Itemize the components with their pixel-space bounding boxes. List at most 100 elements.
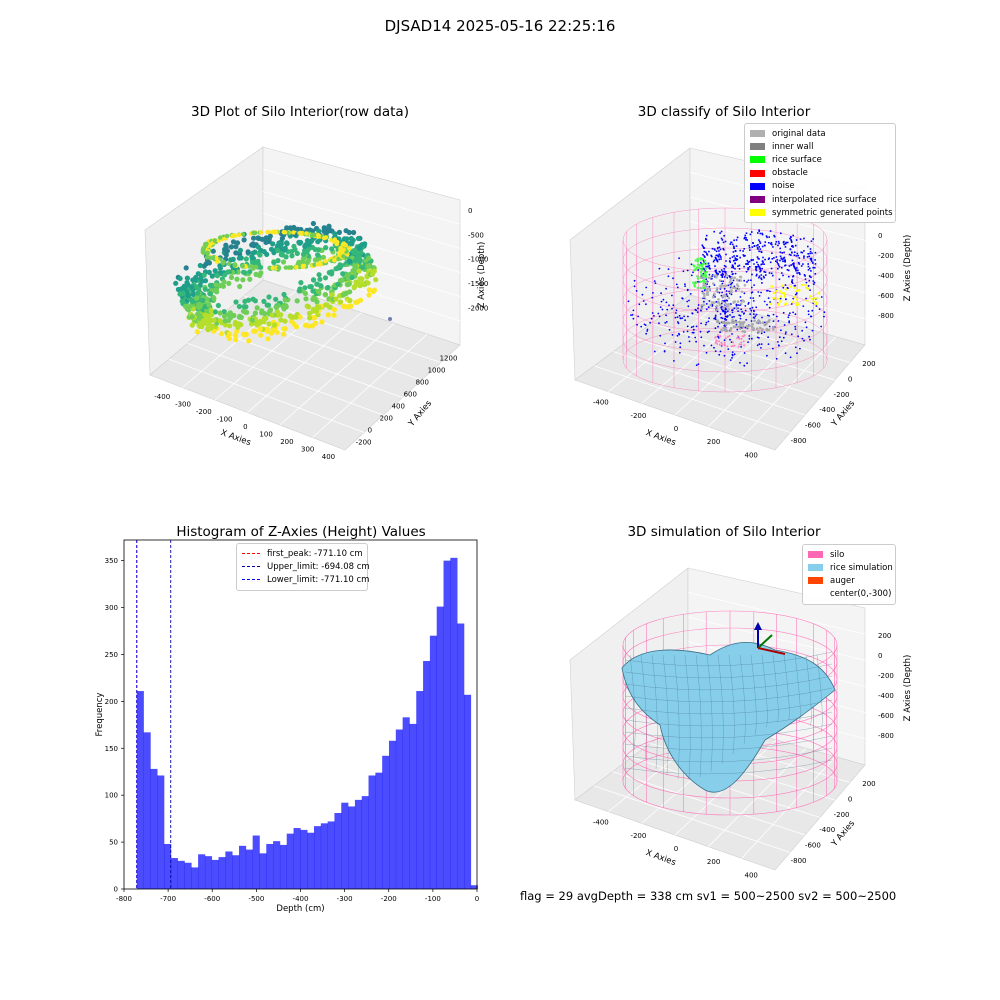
- noise-point: [754, 315, 757, 317]
- noise-point: [705, 303, 708, 305]
- inner-wall-point: [727, 321, 731, 325]
- raw-point: [359, 276, 365, 282]
- noise-point: [664, 342, 666, 345]
- original-point: [722, 306, 725, 309]
- raw-point: [373, 277, 379, 283]
- raw-point: [329, 269, 335, 275]
- noise-point: [714, 249, 716, 251]
- noise-point: [633, 279, 636, 282]
- noise-point: [770, 243, 772, 245]
- silo-point: [726, 335, 729, 338]
- raw-point: [305, 323, 312, 329]
- noise-point: [764, 241, 767, 243]
- mesh-line: [624, 699, 833, 715]
- noise-point: [714, 314, 717, 317]
- noise-point: [686, 289, 689, 292]
- y-axis-label: Frequency: [95, 693, 105, 737]
- noise-point: [789, 248, 792, 251]
- raw-point: [258, 332, 264, 338]
- noise-point: [682, 331, 685, 333]
- rice-surface-point: [703, 259, 707, 262]
- symmetric-point: [796, 298, 799, 301]
- mesh-line: [706, 654, 713, 772]
- noise-point: [789, 312, 791, 314]
- silo-point: [740, 343, 743, 346]
- inner-wall-point: [761, 328, 764, 331]
- raw-point: [304, 303, 310, 309]
- noise-point: [786, 241, 789, 244]
- grid-line: [262, 190, 461, 249]
- raw-point: [256, 235, 262, 241]
- noise-point: [773, 257, 775, 259]
- noise-point: [760, 263, 762, 266]
- noise-point: [798, 257, 801, 259]
- inner-wall-point: [755, 321, 759, 324]
- x-tick-label: 200: [707, 858, 720, 866]
- noise-point: [700, 322, 702, 325]
- noise-point: [703, 267, 705, 270]
- inner-wall-point: [738, 320, 741, 324]
- inner-wall-point: [765, 327, 769, 331]
- noise-point: [753, 263, 755, 265]
- noise-point: [682, 270, 685, 273]
- noise-point: [772, 320, 775, 322]
- raw-point: [318, 283, 324, 289]
- rice-surface-point: [692, 281, 695, 284]
- noise-point: [711, 277, 713, 280]
- inner-wall-point: [731, 318, 734, 322]
- y-tick-label: 200: [105, 698, 118, 706]
- noise-point: [732, 267, 735, 269]
- noise-point: [810, 258, 813, 261]
- noise-point: [790, 241, 793, 243]
- auger-z-arrow: [754, 622, 762, 630]
- x-tick-label: -200: [196, 408, 212, 416]
- raw-point: [200, 318, 207, 324]
- noise-point: [790, 254, 792, 256]
- noise-point: [747, 267, 749, 269]
- raw-point: [276, 265, 282, 271]
- noise-point: [813, 281, 816, 284]
- rice-surface-point: [693, 265, 696, 268]
- raw-point: [300, 259, 306, 265]
- original-point: [702, 303, 706, 307]
- original-point: [741, 299, 744, 302]
- noise-point: [722, 241, 725, 244]
- raw-point: [247, 269, 253, 275]
- noise-point: [684, 285, 686, 287]
- noise-point: [720, 258, 722, 260]
- raw-point: [258, 270, 264, 276]
- noise-point: [805, 281, 808, 284]
- raw-point: [221, 261, 226, 266]
- original-point: [709, 303, 712, 307]
- raw-point: [233, 337, 239, 343]
- noise-point: [713, 259, 716, 261]
- noise-point: [791, 251, 793, 254]
- noise-point: [731, 357, 733, 359]
- raw-point: [349, 274, 355, 281]
- noise-point: [636, 323, 638, 326]
- rice-surface-point: [705, 262, 708, 265]
- raw-point: [266, 294, 272, 300]
- symmetric-point: [796, 301, 799, 304]
- noise-point: [768, 306, 771, 309]
- noise-point: [687, 315, 689, 318]
- symmetric-point: [791, 300, 794, 304]
- noise-point: [717, 242, 720, 244]
- noise-point: [679, 317, 682, 320]
- raw-point: [280, 259, 287, 265]
- noise-point: [777, 264, 780, 267]
- raw-point: [187, 303, 193, 309]
- raw-point: [249, 254, 255, 260]
- noise-point: [784, 352, 787, 355]
- noise-point: [751, 246, 754, 248]
- noise-point: [708, 317, 710, 319]
- rice-surface-point: [694, 268, 697, 271]
- noise-point: [740, 308, 743, 311]
- noise-point: [744, 234, 747, 237]
- noise-point: [713, 346, 715, 349]
- noise-point: [743, 279, 745, 282]
- noise-point: [718, 353, 721, 356]
- raw-point: [173, 280, 179, 286]
- noise-point: [726, 295, 729, 298]
- noise-point: [796, 252, 799, 255]
